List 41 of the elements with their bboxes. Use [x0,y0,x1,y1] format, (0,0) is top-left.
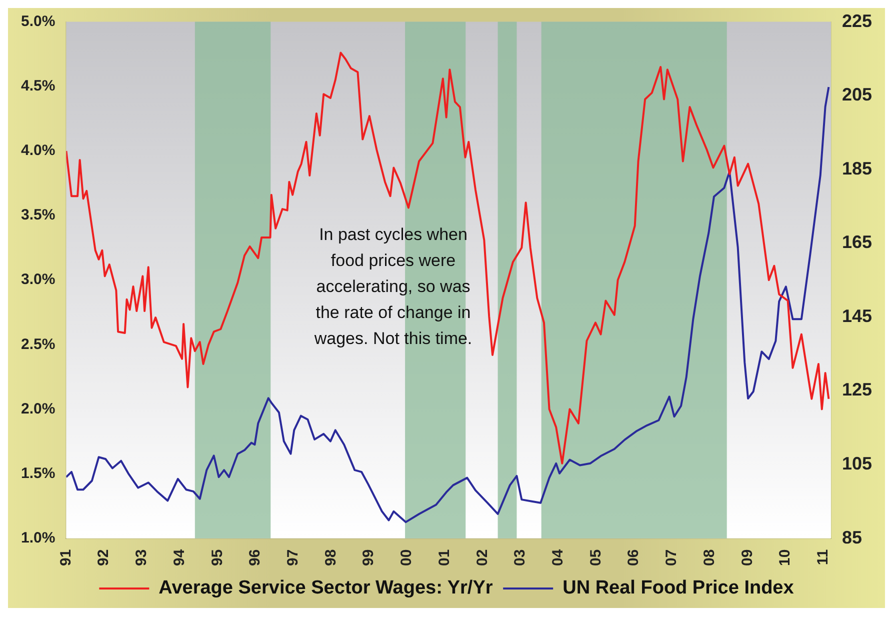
y-tick-label: 3.0% [20,271,56,288]
x-tick-label: 98 [322,549,340,566]
legend-label: Average Service Sector Wages: Yr/Yr [158,578,494,599]
legend-label: UN Real Food Price Index [562,578,794,599]
y-tick-label: 1.5% [20,464,56,482]
y-tick-label: 2.0% [20,400,56,418]
x-tick-label: 05 [587,549,604,566]
y-tick-label: 1.0% [20,529,56,546]
y-tick-label: 3.5% [20,206,56,224]
y2-tick-label: 165 [842,232,872,252]
x-tick-label: 95 [208,549,226,566]
y-tick-label: 2.5% [20,336,56,353]
x-tick-label: 02 [474,549,491,566]
x-tick-label: 92 [95,549,112,566]
x-tick-label: 09 [738,549,756,566]
x-tick-label: 10 [776,549,794,566]
y2-tick-label: 225 [842,10,872,31]
x-tick-label: 97 [284,549,302,566]
x-tick-label: 00 [398,549,416,566]
y2-tick-label: 105 [842,453,872,474]
y2-tick-label: 145 [842,306,872,326]
x-tick-label: 01 [436,549,453,566]
x-tick-label: 91 [57,549,74,566]
x-tick-label: 94 [170,548,188,566]
y2-tick-label: 85 [842,527,862,548]
x-tick-label: 04 [550,548,567,566]
y-tick-label: 5.0% [20,12,56,30]
x-tick-label: 07 [663,549,680,566]
x-tick-label: 03 [512,549,529,566]
y2-tick-label: 205 [842,84,872,105]
y-tick-label: 4.0% [20,142,56,160]
x-tick-label: 96 [246,549,264,566]
x-tick-label: 11 [814,549,832,566]
x-tick-label: 99 [360,549,378,566]
x-tick-label: 93 [133,549,150,566]
y2-tick-label: 125 [842,380,872,400]
x-tick-label: 08 [700,549,718,566]
annotation: In past cycles when food prices were accelerating, so was the rate of change in wages. Not this time. [313,224,474,350]
y2-tick-label: 185 [842,158,872,178]
y-tick-label: 4.5% [20,78,56,95]
x-tick-label: 06 [625,549,642,566]
